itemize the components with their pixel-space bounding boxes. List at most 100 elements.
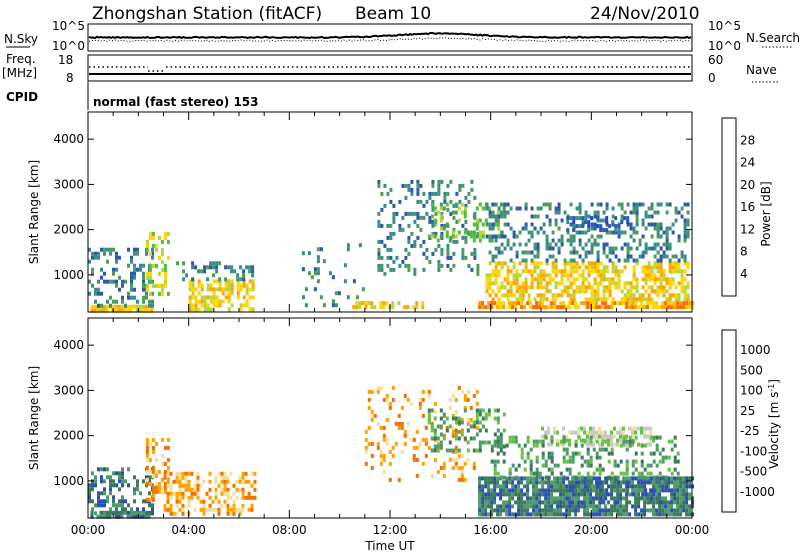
data-cell	[469, 234, 473, 239]
data-cell	[670, 480, 674, 485]
data-cell	[511, 476, 515, 481]
data-cell	[94, 503, 97, 508]
data-cell	[592, 496, 596, 501]
data-cell	[491, 222, 495, 227]
data-cell	[148, 497, 152, 502]
data-cell	[629, 281, 633, 286]
velocity-data-cells	[88, 385, 695, 519]
data-cell	[595, 430, 598, 435]
data-cell	[388, 401, 392, 406]
data-cell	[382, 469, 386, 474]
data-cell	[614, 230, 618, 235]
data-cell	[583, 504, 587, 509]
data-cell	[535, 467, 539, 472]
data-cell	[385, 437, 389, 442]
data-cell	[436, 436, 440, 441]
data-cell	[175, 491, 179, 496]
data-cell	[478, 230, 482, 235]
data-cell	[625, 504, 629, 509]
data-cell	[581, 216, 585, 221]
data-cell	[656, 289, 660, 294]
data-cell	[547, 455, 551, 460]
data-cell	[548, 246, 552, 251]
data-cell	[605, 254, 609, 259]
data-cell	[602, 289, 606, 294]
data-cell	[596, 273, 600, 278]
data-cell	[496, 301, 500, 306]
data-cell	[649, 500, 653, 505]
data-cell	[193, 483, 197, 488]
data-cell	[653, 289, 657, 294]
data-cell	[529, 463, 533, 468]
data-cell	[499, 496, 503, 501]
data-cell	[199, 507, 203, 512]
data-cell	[671, 277, 675, 282]
data-cell	[515, 285, 519, 290]
data-cell	[151, 243, 155, 248]
data-cell	[521, 281, 525, 286]
data-cell	[545, 297, 549, 302]
data-cell	[605, 492, 609, 497]
data-cell	[175, 511, 179, 516]
data-cell	[551, 297, 555, 302]
data-cell	[151, 465, 155, 470]
data-cell	[464, 255, 468, 260]
data-cell	[539, 269, 543, 274]
data-cell	[638, 254, 642, 259]
data-cell	[554, 265, 558, 270]
data-cell	[568, 442, 571, 447]
data-cell	[115, 511, 118, 516]
data-cell	[481, 230, 485, 235]
data-cell	[680, 285, 684, 290]
data-cell	[475, 389, 479, 394]
data-cell	[151, 291, 154, 296]
data-cell	[541, 451, 545, 456]
data-cell	[502, 500, 506, 505]
data-cell	[481, 408, 485, 413]
data-cell	[109, 279, 112, 284]
data-cell	[527, 297, 531, 302]
data-cell	[443, 199, 447, 204]
data-cell	[494, 265, 498, 270]
data-cell	[662, 277, 666, 282]
data-cell	[593, 238, 597, 243]
data-cell	[635, 206, 639, 211]
data-cell	[103, 271, 106, 276]
data-cell	[595, 488, 599, 493]
data-cell	[460, 453, 464, 458]
data-cell	[629, 210, 633, 215]
data-cell	[503, 293, 507, 298]
data-cell	[673, 484, 677, 489]
data-cell	[96, 308, 100, 313]
data-cell	[509, 293, 513, 298]
data-cell	[114, 514, 118, 519]
data-cell	[136, 507, 139, 512]
data-cell	[661, 512, 665, 517]
data-cell	[470, 251, 474, 256]
data-cell	[94, 483, 97, 488]
data-cell	[97, 279, 100, 284]
data-cell	[197, 269, 201, 274]
data-cell	[130, 259, 133, 264]
data-cell	[217, 483, 221, 488]
data-cell	[653, 222, 657, 227]
data-cell	[490, 476, 494, 481]
data-cell	[485, 222, 489, 227]
data-cell	[544, 475, 548, 480]
data-cell	[568, 467, 572, 472]
data-cell	[676, 500, 680, 505]
data-cell	[593, 289, 597, 294]
data-cell	[478, 202, 482, 207]
data-cell	[541, 439, 545, 444]
data-cell	[532, 476, 536, 481]
data-cell	[592, 484, 596, 489]
data-cell	[592, 301, 596, 306]
data-cell	[662, 273, 666, 278]
data-cell	[206, 303, 210, 308]
data-cell	[677, 281, 681, 286]
data-cell	[147, 514, 151, 519]
data-cell	[533, 242, 537, 247]
data-cell	[593, 242, 597, 247]
data-cell	[662, 250, 666, 255]
data-cell	[377, 239, 381, 244]
